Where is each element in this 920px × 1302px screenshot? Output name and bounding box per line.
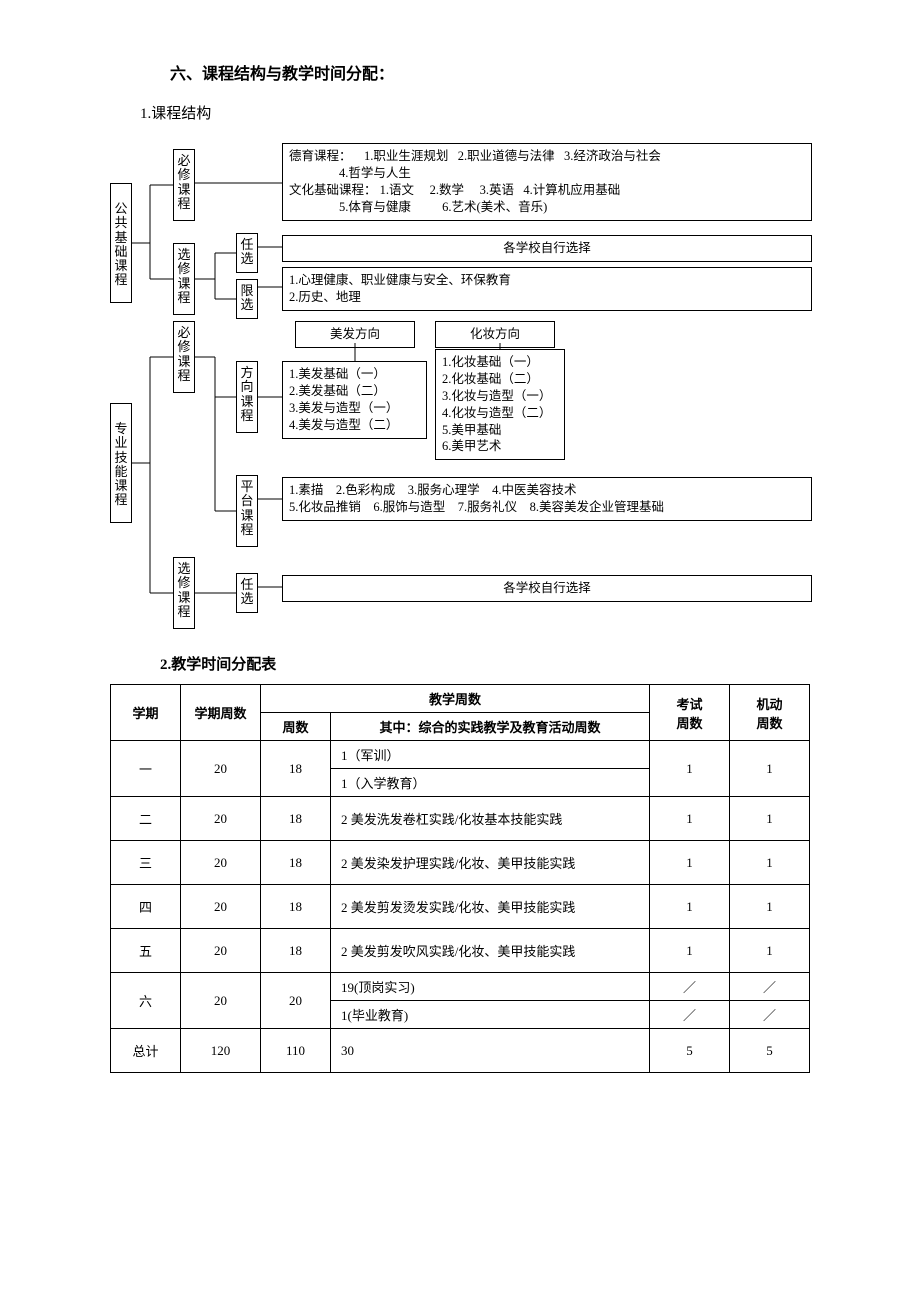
cell-flex: ／ xyxy=(730,973,810,1001)
cell-detail: 1(毕业教育) xyxy=(331,1001,650,1029)
cell-tweeks: 20 xyxy=(261,973,331,1029)
l3-pingtai: 平台课程 xyxy=(236,475,258,547)
subsection-1-title: 1.课程结构 xyxy=(140,102,810,123)
cell-tweeks: 18 xyxy=(261,841,331,885)
dir-huazhuang-body: 1.化妆基础（一） 2.化妆基础（二） 3.化妆与造型（一） 4.化妆与造型（二… xyxy=(435,349,565,460)
dir-meifa-title: 美发方向 xyxy=(295,321,415,348)
cell-exam: ／ xyxy=(650,1001,730,1029)
section-title: 六、课程结构与教学时间分配： xyxy=(170,60,810,84)
cell-exam: 1 xyxy=(650,841,730,885)
cell-weeks: 20 xyxy=(181,885,261,929)
th-teaching-weeks: 周数 xyxy=(261,713,331,741)
cell-exam: 1 xyxy=(650,885,730,929)
cell-detail: 2 美发剪发烫发实践/化妆、美甲技能实践 xyxy=(331,885,650,929)
l1-public-basic: 公共基础课程 xyxy=(110,183,132,303)
cell-flex: 5 xyxy=(730,1029,810,1073)
cell-tweeks: 18 xyxy=(261,741,331,797)
cell-tweeks: 18 xyxy=(261,885,331,929)
cell-flex: 1 xyxy=(730,841,810,885)
l2-elective-2: 选修课程 xyxy=(173,557,195,629)
l3-fangxiang: 方向课程 xyxy=(236,361,258,433)
l3-xianxuan: 限选 xyxy=(236,279,258,319)
block-deyu: 德育课程： 1.职业生涯规划 2.职业道德与法律 3.经济政治与社会 4.哲学与… xyxy=(282,143,812,221)
th-exam: 考试 周数 xyxy=(650,685,730,741)
cell-weeks: 20 xyxy=(181,741,261,797)
cell-flex: 1 xyxy=(730,885,810,929)
subsection-2-title: 2.教学时间分配表 xyxy=(160,653,810,674)
th-flex: 机动 周数 xyxy=(730,685,810,741)
th-practice: 其中：综合的实践教学及教育活动周数 xyxy=(331,713,650,741)
l2-required-1: 必修课程 xyxy=(173,149,195,221)
time-allocation-table: 学期 学期周数 教学周数 考试 周数 机动 周数 周数 其中：综合的实践教学及教… xyxy=(110,684,810,1073)
cell-tweeks: 110 xyxy=(261,1029,331,1073)
cell-detail: 19(顶岗实习) xyxy=(331,973,650,1001)
cell-exam: 5 xyxy=(650,1029,730,1073)
cell-detail: 1（军训） xyxy=(331,741,650,769)
dir-meifa-body: 1.美发基础（一） 2.美发基础（二） 3.美发与造型（一） 4.美发与造型（二… xyxy=(282,361,427,439)
cell-flex: 1 xyxy=(730,741,810,797)
dir-huazhuang-title: 化妆方向 xyxy=(435,321,555,348)
l1-prof-skill: 专业技能课程 xyxy=(110,403,132,523)
cell-weeks: 20 xyxy=(181,973,261,1029)
cell-weeks: 20 xyxy=(181,841,261,885)
cell-sem: 六 xyxy=(111,973,181,1029)
cell-weeks: 20 xyxy=(181,929,261,973)
cell-tweeks: 18 xyxy=(261,929,331,973)
l2-required-2: 必修课程 xyxy=(173,321,195,393)
l3-renxuan-2: 任选 xyxy=(236,573,258,613)
cell-detail: 1（入学教育） xyxy=(331,769,650,797)
cell-sem: 五 xyxy=(111,929,181,973)
th-semester: 学期 xyxy=(111,685,181,741)
cell-detail: 30 xyxy=(331,1029,650,1073)
block-xianxuan: 1.心理健康、职业健康与安全、环保教育 2.历史、地理 xyxy=(282,267,812,311)
th-weeks: 学期周数 xyxy=(181,685,261,741)
block-schoolchoose-1: 各学校自行选择 xyxy=(282,235,812,262)
cell-detail: 2 美发剪发吹风实践/化妆、美甲技能实践 xyxy=(331,929,650,973)
cell-sem: 总计 xyxy=(111,1029,181,1073)
cell-exam: 1 xyxy=(650,741,730,797)
block-schoolchoose-2: 各学校自行选择 xyxy=(282,575,812,602)
th-teaching: 教学周数 xyxy=(261,685,650,713)
cell-exam: 1 xyxy=(650,929,730,973)
cell-flex: ／ xyxy=(730,1001,810,1029)
cell-flex: 1 xyxy=(730,797,810,841)
course-structure-diagram: 公共基础课程 专业技能课程 必修课程 选修课程 必修课程 选修课程 任选 限选 … xyxy=(110,143,830,623)
cell-detail: 2 美发染发护理实践/化妆、美甲技能实践 xyxy=(331,841,650,885)
cell-sem: 二 xyxy=(111,797,181,841)
block-pingtai: 1.素描 2.色彩构成 3.服务心理学 4.中医美容技术 5.化妆品推销 6.服… xyxy=(282,477,812,521)
cell-flex: 1 xyxy=(730,929,810,973)
cell-weeks: 20 xyxy=(181,797,261,841)
cell-sem: 四 xyxy=(111,885,181,929)
cell-detail: 2 美发洗发卷杠实践/化妆基本技能实践 xyxy=(331,797,650,841)
l2-elective-1: 选修课程 xyxy=(173,243,195,315)
cell-exam: ／ xyxy=(650,973,730,1001)
cell-sem: 三 xyxy=(111,841,181,885)
cell-exam: 1 xyxy=(650,797,730,841)
cell-sem: 一 xyxy=(111,741,181,797)
l3-renxuan-1: 任选 xyxy=(236,233,258,273)
cell-weeks: 120 xyxy=(181,1029,261,1073)
cell-tweeks: 18 xyxy=(261,797,331,841)
